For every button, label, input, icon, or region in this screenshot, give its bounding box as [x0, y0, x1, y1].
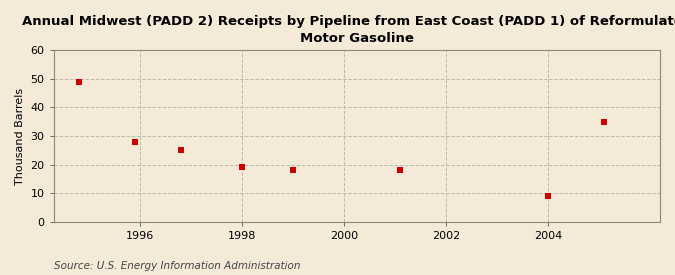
Y-axis label: Thousand Barrels: Thousand Barrels [15, 87, 25, 185]
Point [176, 148, 186, 153]
Point [74, 79, 84, 84]
Point [543, 194, 554, 198]
Text: Source: U.S. Energy Information Administration: Source: U.S. Energy Information Administ… [54, 261, 300, 271]
Point [599, 120, 610, 124]
Title: Annual Midwest (PADD 2) Receipts by Pipeline from East Coast (PADD 1) of Reformu: Annual Midwest (PADD 2) Receipts by Pipe… [22, 15, 675, 45]
Point [288, 168, 298, 172]
Point [237, 165, 248, 170]
Point [395, 168, 406, 172]
Point [130, 139, 140, 144]
